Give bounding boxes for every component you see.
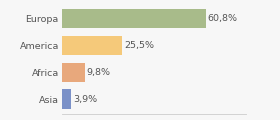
Bar — [62, 90, 71, 109]
Text: 25,5%: 25,5% — [124, 41, 154, 50]
Text: 9,8%: 9,8% — [87, 68, 111, 77]
Text: 60,8%: 60,8% — [207, 14, 237, 23]
Bar — [62, 36, 122, 55]
Bar — [62, 9, 206, 28]
Bar — [62, 63, 85, 82]
Text: 3,9%: 3,9% — [73, 95, 97, 104]
